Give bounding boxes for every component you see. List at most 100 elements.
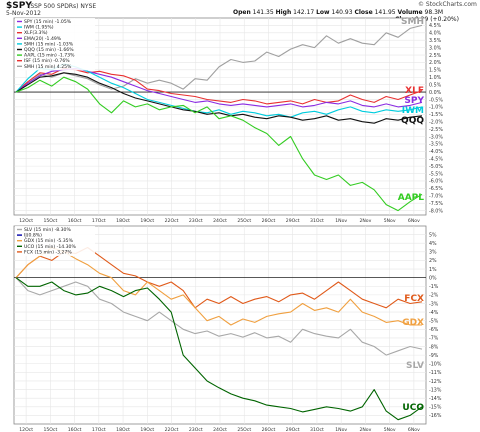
top-y-tick-label: -3.0% <box>429 134 443 140</box>
top-y-tick-label: 2.0% <box>429 60 442 66</box>
series-label-gdx: GDX <box>402 318 424 328</box>
bottom-x-tick-label: 26Oct <box>262 427 276 432</box>
bottom-x-tick-label: 19Oct <box>140 427 154 432</box>
bottom-x-tick-label: 31Oct <box>310 427 324 432</box>
low-label: Low <box>316 9 330 16</box>
top-y-tick-label: -6.0% <box>429 179 443 185</box>
bottom-y-tick-label: 3% <box>429 250 437 256</box>
volume-label: Volume <box>397 9 423 16</box>
top-x-tick-label: 16Oct <box>68 218 82 224</box>
bottom-x-tick-label: 12Oct <box>19 427 33 432</box>
bottom-y-tick-label: -10% <box>429 362 442 368</box>
top-x-tick-label: 25Oct <box>237 218 251 224</box>
bottom-y-tick-label: -4% <box>429 310 439 316</box>
top-y-tick-label: -2.0% <box>429 119 443 125</box>
top-legend-entry: SPY (15 min) -1.05% <box>24 19 72 25</box>
series-label-iwm: IWM <box>402 106 424 116</box>
top-y-tick-label: 0.0% <box>429 90 442 96</box>
top-legend-entry: SMH (15 min) 4.25% <box>24 64 72 70</box>
bottom-y-tick-label: -16% <box>429 413 442 419</box>
series-label-aapl: AAPL <box>398 193 425 203</box>
high-label: High <box>275 9 292 16</box>
top-legend-entry: EMA(20) -1.49% <box>24 36 62 42</box>
bottom-legend-entry: UCO (15 min) -14.30% <box>24 244 76 250</box>
top-y-tick-label: -8.0% <box>429 208 443 214</box>
top-y-tick-label: -4.5% <box>429 157 443 163</box>
chart-date: 5-Nov-2012 <box>6 10 41 17</box>
panel-bottom: 12Oct 15Oct 16Oct 17Oct 18Oct 19Oct 22Oct 23Oct… <box>13 225 442 432</box>
bottom-y-tick-label: 4% <box>429 241 437 247</box>
bottom-x-tick-label: 6Nov <box>408 427 420 432</box>
bottom-y-tick-label: -8% <box>429 344 439 350</box>
bottom-legend-entry: FCX (15 min) -3.27% <box>24 249 72 255</box>
bottom-x-tick-label: 22Oct <box>165 427 179 432</box>
top-y-tick-label: -6.5% <box>429 186 443 192</box>
series-line-qqq <box>15 72 423 124</box>
series-line-xlf <box>15 67 423 105</box>
chg-value: +0.29 (+0.20%) <box>409 16 459 23</box>
chart-subtitle: (SSP 500 SPDRs) NYSE <box>28 3 97 10</box>
open-label: Open <box>233 9 251 16</box>
bottom-y-tick-label: -1% <box>429 284 439 290</box>
bottom-x-tick-label: 1Nov <box>335 427 347 432</box>
low-value: 140.93 <box>331 9 353 16</box>
top-y-tick-label: 1.5% <box>429 68 442 74</box>
bottom-legend-entry: SLV (15 min) -8.30% <box>24 227 71 233</box>
bottom-y-tick-label: -9% <box>429 353 439 359</box>
top-legend-entry: XLF(3.3%) <box>24 30 48 36</box>
bottom-x-tick-label: 18Oct <box>116 427 130 432</box>
top-y-tick-label: -7.0% <box>429 194 443 200</box>
bottom-y-tick-label: -6% <box>429 327 439 333</box>
top-y-tick-label: -5.0% <box>429 164 443 170</box>
top-legend-entry: AAPL (15 min) -1.73% <box>24 53 75 59</box>
top-y-tick-label: -4.0% <box>429 149 443 155</box>
top-x-tick-label: 17Oct <box>92 218 106 224</box>
high-value: 142.17 <box>293 9 315 16</box>
series-line-smh <box>15 24 423 93</box>
bottom-y-tick-label: -5% <box>429 318 439 324</box>
open-value: 141.35 <box>252 9 274 16</box>
top-y-tick-label: -5.5% <box>429 171 443 177</box>
top-y-tick-label: 3.5% <box>429 38 442 44</box>
bottom-y-tick-label: -3% <box>429 301 439 307</box>
top-y-tick-label: 0.5% <box>429 82 442 88</box>
bottom-legend-entry: IJ(0.8%) <box>24 233 42 239</box>
bottom-y-tick-label: -12% <box>429 379 442 385</box>
top-x-tick-label: 12Oct <box>19 218 33 224</box>
close-value: 141.95 <box>374 9 396 16</box>
bottom-y-tick-label: 2% <box>429 258 437 264</box>
top-y-tick-label: -1.5% <box>429 112 443 118</box>
top-x-tick-label: 29Oct <box>286 218 300 224</box>
series-label-smh: SMH <box>401 17 424 27</box>
top-y-tick-label: -7.5% <box>429 201 443 207</box>
series-line-gdx <box>15 246 422 326</box>
bottom-x-tick-label: 24Oct <box>213 427 227 432</box>
volume-value: 98.3M <box>424 9 444 16</box>
ohlc-readout: Open 141.35 High 142.17 Low 140.93 Close… <box>233 9 443 16</box>
top-legend-entry: ISF (15 min) -0.76% <box>24 58 70 64</box>
bottom-y-tick-label: -11% <box>429 370 442 376</box>
top-y-tick-label: 2.5% <box>429 53 442 59</box>
bottom-y-tick-label: 0% <box>429 275 437 281</box>
top-x-tick-label: 18Oct <box>116 218 130 224</box>
top-x-tick-label: 1Nov <box>335 218 347 224</box>
top-y-tick-label: 1.0% <box>429 75 442 81</box>
bottom-x-tick-label: 5Nov <box>384 427 396 432</box>
series-label-slv: SLV <box>406 361 424 371</box>
close-label: Close <box>354 9 373 16</box>
top-y-tick-label: 4.0% <box>429 31 442 37</box>
bottom-y-tick-label: -14% <box>429 396 442 402</box>
top-legend-entry: SMH (15 min) -1.03% <box>24 41 74 47</box>
top-x-tick-label: 26Oct <box>262 218 276 224</box>
top-x-tick-label: 5Nov <box>384 218 396 224</box>
top-y-tick-label: -0.5% <box>429 97 443 103</box>
series-label-xlf: XLF <box>405 86 424 96</box>
bottom-x-tick-label: 25Oct <box>237 427 251 432</box>
series-label-uco: UCO <box>402 403 424 413</box>
bottom-y-tick-label: 1% <box>429 267 437 273</box>
top-x-tick-label: 23Oct <box>189 218 203 224</box>
bottom-x-tick-label: 2Nov <box>359 427 371 432</box>
bottom-legend-box <box>15 226 95 256</box>
bottom-y-tick-label: -7% <box>429 336 439 342</box>
